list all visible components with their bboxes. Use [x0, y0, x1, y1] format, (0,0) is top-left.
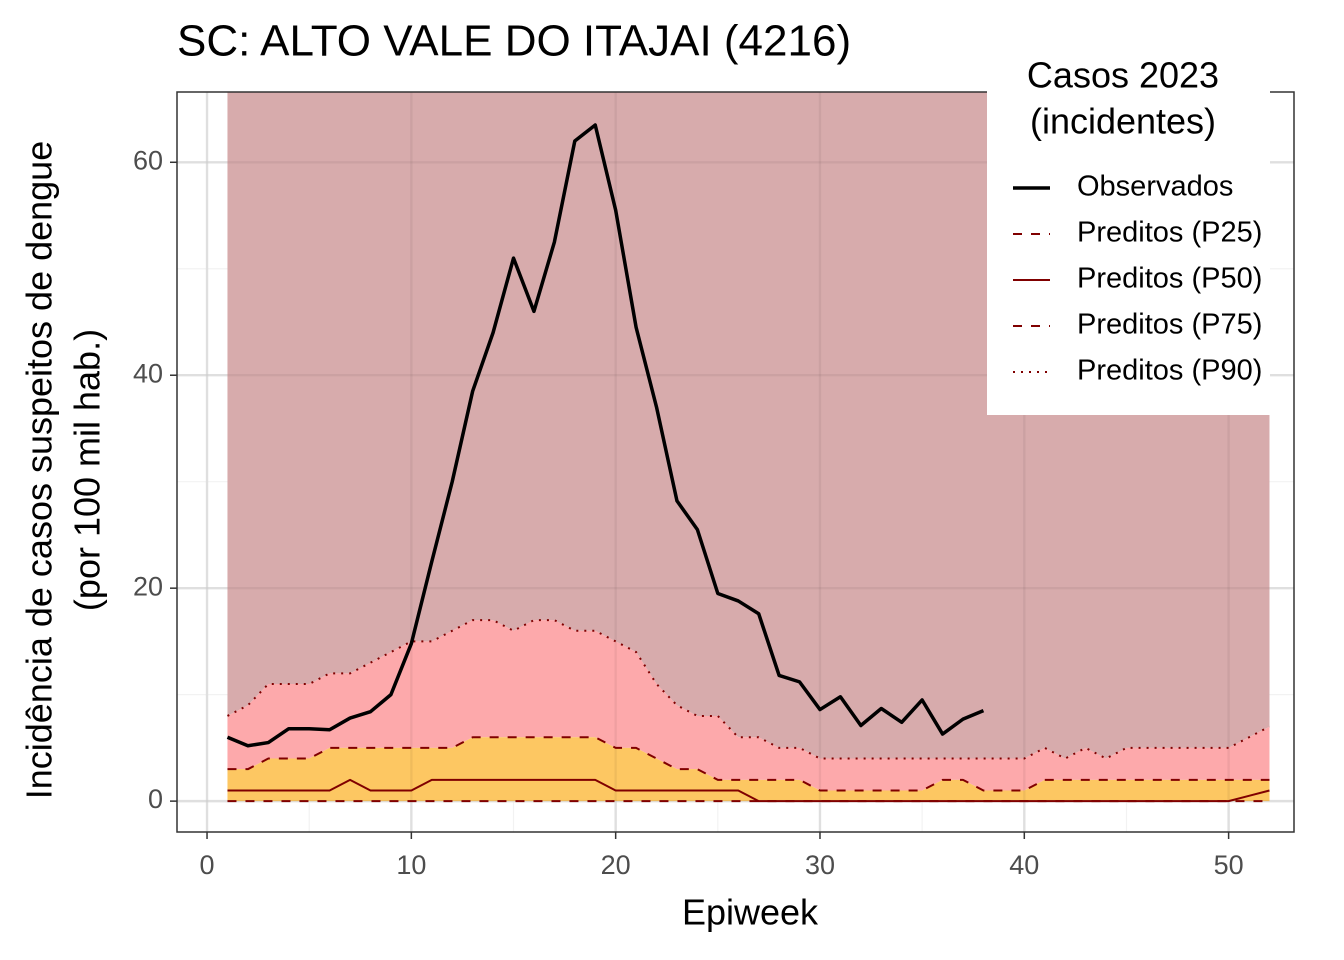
y-tick-label: 40	[133, 358, 163, 388]
legend-label: Preditos (P50)	[1077, 263, 1262, 295]
legend-background	[987, 60, 1270, 415]
x-tick-label: 50	[1214, 850, 1244, 880]
series-line	[227, 619, 1270, 760]
chart-title: SC: ALTO VALE DO ITAJAI (4216)	[177, 17, 851, 66]
legend-label: Preditos (P25)	[1077, 217, 1262, 249]
series-line	[226, 123, 985, 748]
x-tick-label: 0	[200, 850, 215, 880]
band	[227, 620, 1270, 791]
y-tick-label: 60	[133, 145, 163, 175]
y-tick-label: 20	[133, 571, 163, 601]
legend-label: Preditos (P90)	[1077, 355, 1262, 387]
legend-title: Casos 2023	[1027, 55, 1219, 96]
series-line	[227, 778, 1270, 803]
x-tick-label: 30	[805, 850, 835, 880]
legend-title: (incidentes)	[1030, 101, 1216, 142]
x-tick-label: 20	[601, 850, 631, 880]
x-tick-label: 40	[1009, 850, 1039, 880]
x-tick-label: 10	[396, 850, 426, 880]
x-axis-label: Epiweek	[682, 892, 819, 933]
y-tick-label: 0	[148, 784, 163, 814]
plot-border	[176, 91, 1295, 833]
band	[227, 737, 1270, 802]
y-axis-label: Incidência de casos suspeitos de dengue	[19, 141, 60, 799]
legend-label: Preditos (P75)	[1077, 309, 1262, 341]
legend-label: Observados	[1077, 171, 1233, 203]
y-axis-label: (por 100 mil hab.)	[67, 329, 108, 611]
